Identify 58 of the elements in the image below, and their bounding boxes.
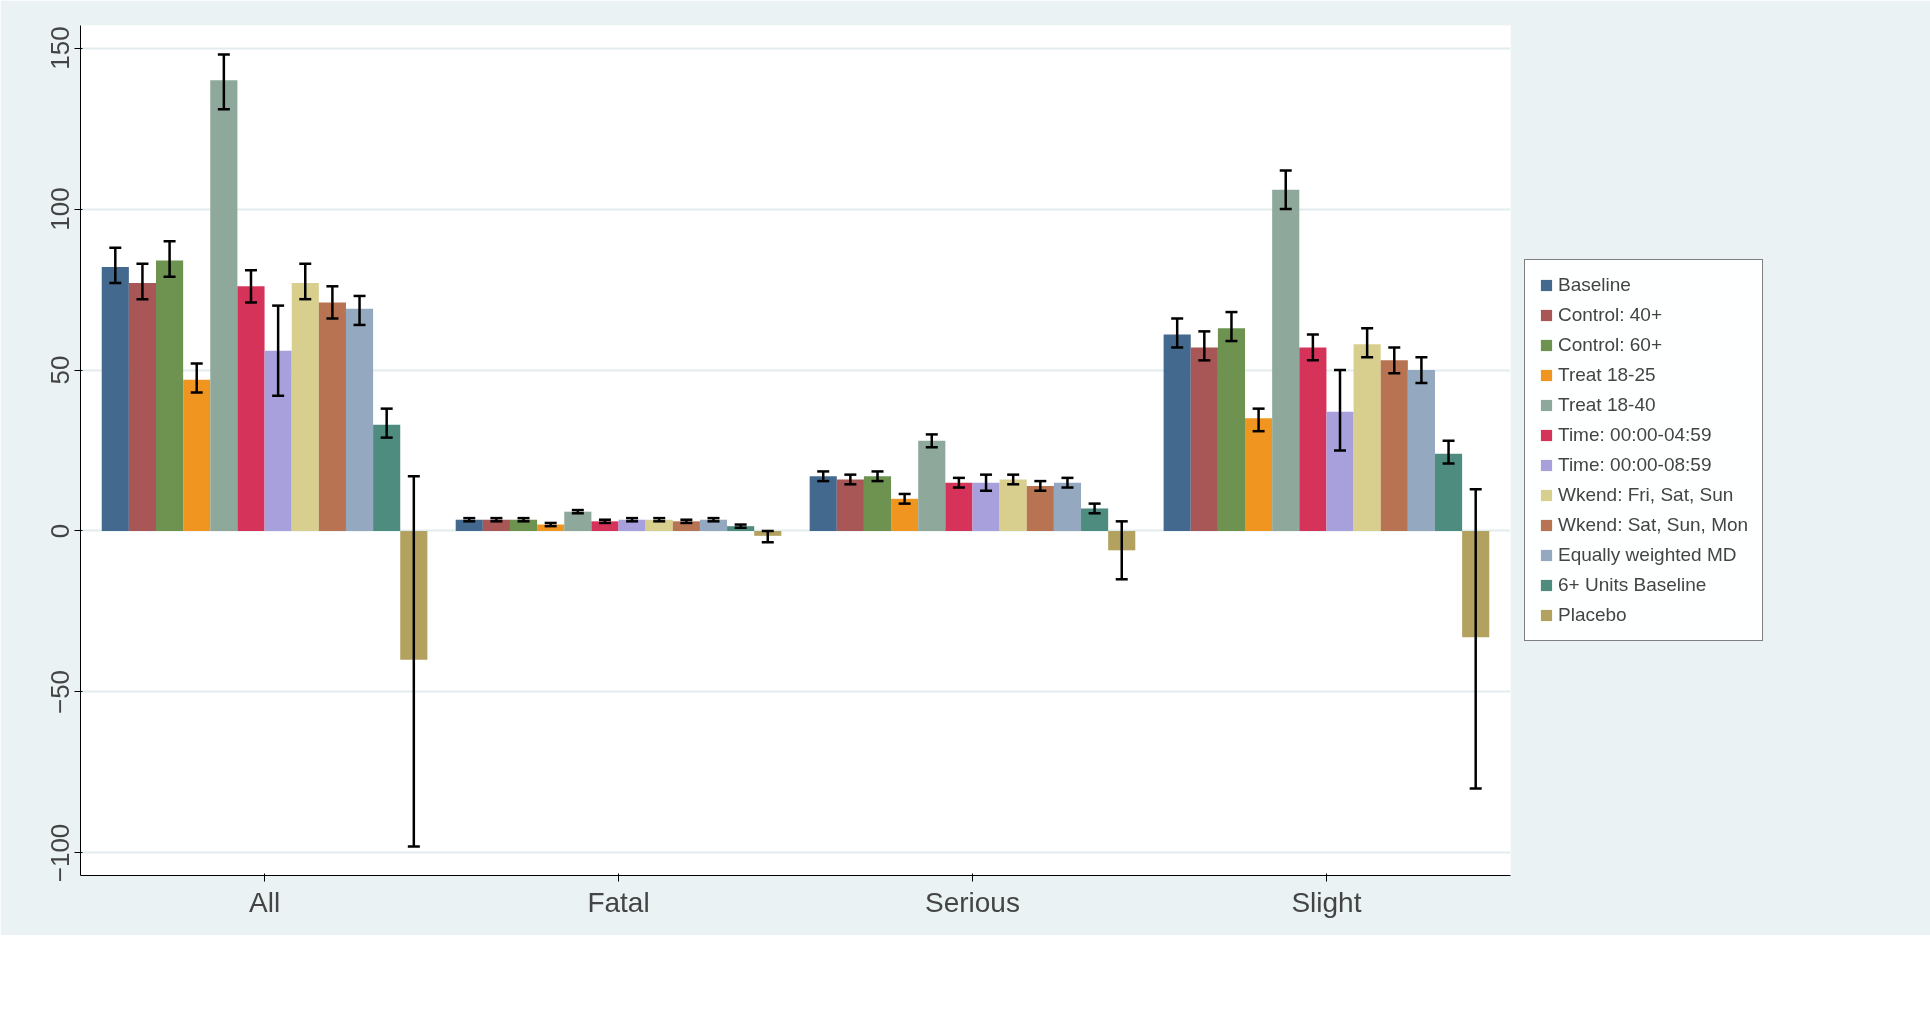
bar — [345, 308, 374, 531]
bar — [1245, 418, 1273, 531]
bar — [291, 283, 319, 531]
y-tick-label: −100 — [45, 823, 76, 883]
bar — [591, 521, 619, 531]
legend-label: Baseline — [1558, 274, 1631, 296]
bar — [564, 511, 592, 531]
legend-label: Time: 00:00-08:59 — [1558, 454, 1712, 476]
legend-label: 6+ Units Baseline — [1558, 574, 1707, 596]
bar — [918, 440, 946, 531]
legend-label: Equally weighted MD — [1558, 544, 1737, 566]
bar — [1026, 485, 1054, 531]
legend-label: Wkend: Sat, Sun, Mon — [1558, 514, 1749, 536]
bar — [945, 482, 973, 531]
legend-label: Wkend: Fri, Sat, Sun — [1558, 484, 1734, 506]
bar — [237, 286, 265, 531]
bar — [1434, 453, 1463, 531]
x-tick-label: All — [249, 886, 281, 918]
y-tick-label: 150 — [45, 26, 76, 70]
x-tick-label: Serious — [925, 886, 1020, 918]
bar — [836, 479, 864, 531]
bar — [373, 424, 401, 531]
bar — [809, 476, 837, 531]
y-tick-label: −50 — [45, 669, 76, 715]
bar — [1272, 189, 1300, 531]
bar — [1190, 347, 1218, 531]
bar — [1353, 344, 1381, 531]
bar — [863, 476, 892, 531]
legend-label: Control: 40+ — [1558, 304, 1663, 326]
y-tick-label: 50 — [45, 355, 76, 385]
bar — [400, 530, 428, 660]
x-tick-label: Slight — [1291, 886, 1362, 918]
bar — [1380, 360, 1408, 531]
legend-label: Treat 18-25 — [1558, 364, 1656, 386]
x-tick-label: Fatal — [587, 886, 650, 918]
bar — [1299, 347, 1327, 531]
bar — [891, 498, 919, 531]
y-tick-label: 100 — [45, 187, 76, 231]
y-tick-label: 0 — [45, 523, 76, 539]
bar — [101, 266, 129, 531]
bar — [1163, 334, 1191, 531]
bar — [1407, 370, 1435, 531]
legend-label: Placebo — [1558, 604, 1627, 626]
bar — [1053, 482, 1082, 531]
bar — [264, 350, 292, 531]
bar — [1326, 411, 1354, 531]
bar — [210, 80, 238, 531]
legend-label: Treat 18-40 — [1558, 394, 1656, 416]
bar — [183, 379, 211, 531]
bar — [128, 283, 157, 531]
bar — [1081, 508, 1109, 531]
bar — [156, 260, 184, 531]
bar — [1217, 328, 1246, 531]
bar — [999, 479, 1027, 531]
bar — [318, 302, 346, 531]
legend-label: Time: 00:00-04:59 — [1558, 424, 1712, 446]
legend-label: Control: 60+ — [1558, 334, 1663, 356]
bar — [972, 482, 1000, 531]
